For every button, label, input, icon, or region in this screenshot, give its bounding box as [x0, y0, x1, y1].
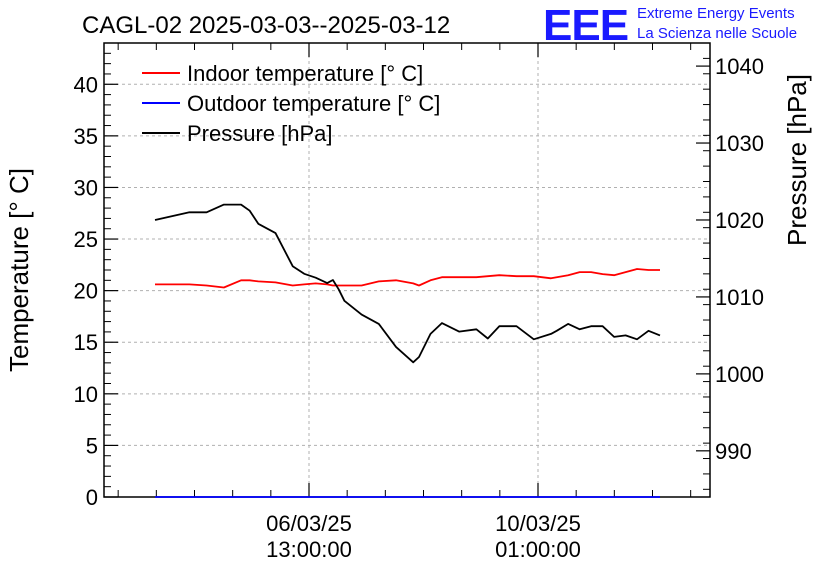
chart-title: CAGL-02 2025-03-03--2025-03-12 [82, 12, 450, 39]
y-right-tick-label: 1030 [715, 131, 764, 156]
y-right-tick-label: 990 [715, 439, 752, 464]
y-left-tick-label: 0 [86, 485, 98, 510]
y-left-tick-label: 20 [74, 279, 98, 304]
axes: 0 5 10 15 20 25 30 35 40 990 1000 1010 1020 1030 1040 0… [74, 42, 764, 562]
legend-label-indoor: Indoor temperature [° C] [187, 61, 423, 86]
logo-line-1: Extreme Energy Events [637, 5, 795, 22]
y-axis-left-label: Temperature [° C] [4, 168, 34, 372]
y-right-tick-label: 1000 [715, 362, 764, 387]
y-left-tick-label: 40 [74, 72, 98, 97]
x-tick-label-time: 13:00:00 [266, 537, 352, 562]
x-tick-label-date: 06/03/25 [266, 511, 352, 536]
legend-label-outdoor: Outdoor temperature [° C] [187, 91, 440, 116]
y-left-tick-label: 30 [74, 175, 98, 200]
y-left-tick-label: 25 [74, 227, 98, 252]
y-right-tick-label: 1020 [715, 208, 764, 233]
y-left-tick-label: 15 [74, 330, 98, 355]
y-left-tick-label: 35 [74, 124, 98, 149]
x-tick-label-time: 01:00:00 [495, 537, 581, 562]
x-tick-label-date: 10/03/25 [495, 511, 581, 536]
y-right-tick-label: 1040 [715, 54, 764, 79]
pressure-line [154, 203, 661, 364]
legend: Indoor temperature [° C] Outdoor tempera… [142, 61, 440, 146]
y-left-tick-label: 10 [74, 382, 98, 407]
logo-line-2: La Scienza nelle Scuole [637, 25, 797, 42]
logo-mark: EEE [543, 1, 628, 50]
y-left-tick-label: 5 [86, 433, 98, 458]
indoor-temperature-line [155, 268, 660, 289]
series [154, 203, 661, 498]
y-axis-right-label: Pressure [hPa] [782, 74, 812, 246]
grid [104, 43, 710, 497]
legend-label-pressure: Pressure [hPa] [187, 121, 333, 146]
eee-logo: EEE Extreme Energy Events La Scienza nel… [543, 1, 797, 50]
y-right-tick-label: 1010 [715, 285, 764, 310]
